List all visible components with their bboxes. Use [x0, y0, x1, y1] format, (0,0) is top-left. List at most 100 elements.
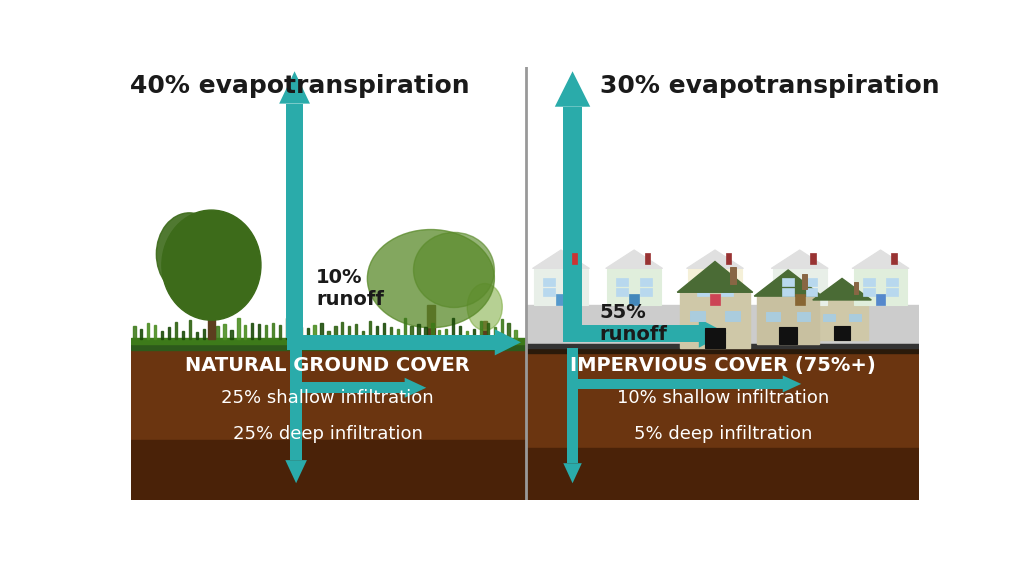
Bar	[835, 326, 850, 340]
Ellipse shape	[368, 229, 495, 328]
Bar	[563, 325, 698, 342]
Bar	[563, 302, 582, 333]
Bar	[452, 318, 455, 339]
Bar	[543, 278, 555, 286]
Polygon shape	[771, 250, 828, 269]
Bar	[258, 324, 260, 339]
Bar	[779, 327, 798, 344]
Bar	[244, 325, 247, 339]
Bar	[313, 325, 315, 339]
Bar	[328, 331, 330, 339]
Bar	[630, 294, 639, 305]
Bar	[168, 327, 170, 339]
Text: 25% shallow infiltration: 25% shallow infiltration	[221, 388, 434, 406]
Polygon shape	[852, 250, 909, 269]
Bar	[140, 329, 142, 339]
Polygon shape	[755, 270, 822, 296]
Bar	[175, 321, 177, 339]
Bar	[396, 329, 399, 339]
Polygon shape	[286, 460, 307, 483]
Text: 10% shallow infiltration: 10% shallow infiltration	[616, 388, 828, 406]
Bar	[223, 324, 225, 339]
Text: 30% evapotranspiration: 30% evapotranspiration	[600, 74, 940, 98]
Bar	[403, 318, 406, 339]
Bar	[480, 321, 482, 339]
Bar	[279, 325, 282, 339]
Bar	[726, 253, 731, 264]
Bar	[556, 294, 566, 305]
Text: IMPERVIOUS COVER (75%+): IMPERVIOUS COVER (75%+)	[569, 356, 876, 375]
Bar	[486, 323, 489, 339]
Bar	[607, 269, 662, 305]
Polygon shape	[782, 375, 801, 392]
Bar	[782, 288, 794, 296]
Bar	[431, 323, 433, 339]
Bar	[563, 107, 583, 302]
Bar	[782, 278, 794, 286]
Bar	[376, 326, 378, 339]
Bar	[287, 334, 495, 350]
Bar	[526, 344, 920, 348]
Bar	[369, 321, 371, 339]
Bar	[710, 294, 720, 305]
Text: 25% deep infiltration: 25% deep infiltration	[232, 425, 423, 443]
Bar	[567, 288, 579, 296]
Bar	[445, 329, 447, 339]
Bar	[526, 347, 920, 500]
Bar	[863, 288, 874, 296]
Bar	[131, 67, 524, 350]
Bar	[321, 323, 323, 339]
Bar	[802, 274, 807, 289]
Bar	[483, 321, 486, 339]
Bar	[854, 269, 907, 305]
Bar	[466, 332, 468, 339]
Polygon shape	[495, 329, 521, 355]
Bar	[286, 319, 288, 339]
Bar	[810, 253, 816, 264]
Bar	[188, 320, 191, 339]
Bar	[680, 292, 750, 348]
Bar	[133, 327, 135, 339]
Bar	[230, 330, 232, 339]
Bar	[697, 278, 709, 286]
Bar	[616, 278, 628, 286]
Bar	[300, 327, 302, 339]
Bar	[543, 288, 555, 296]
Bar	[758, 296, 819, 344]
Bar	[208, 293, 215, 339]
Ellipse shape	[467, 283, 503, 330]
Bar	[567, 348, 578, 384]
Bar	[355, 324, 357, 339]
Bar	[271, 323, 274, 339]
Bar	[730, 267, 736, 284]
Bar	[526, 344, 920, 350]
Polygon shape	[677, 261, 753, 292]
Bar	[238, 318, 240, 339]
Bar	[131, 346, 524, 500]
Bar	[567, 278, 579, 286]
Polygon shape	[563, 463, 582, 483]
Text: 55%
runoff: 55% runoff	[599, 302, 668, 343]
Bar	[473, 329, 475, 339]
Polygon shape	[555, 71, 590, 107]
Ellipse shape	[201, 238, 255, 303]
Bar	[795, 294, 805, 305]
Bar	[251, 323, 253, 339]
Bar	[265, 325, 267, 339]
Bar	[526, 67, 920, 307]
Text: 10%
runoff: 10% runoff	[316, 268, 384, 309]
Bar	[216, 325, 219, 339]
Bar	[508, 323, 510, 339]
Bar	[210, 323, 212, 339]
Bar	[816, 300, 868, 340]
Bar	[688, 269, 742, 305]
Bar	[766, 312, 779, 321]
Bar	[131, 339, 524, 350]
Text: 40% evapotranspiration: 40% evapotranspiration	[130, 74, 470, 98]
Text: NATURAL GROUND COVER: NATURAL GROUND COVER	[185, 356, 470, 375]
Bar	[161, 331, 163, 339]
Bar	[863, 278, 874, 286]
Bar	[526, 348, 920, 353]
Bar	[705, 328, 725, 348]
Polygon shape	[813, 278, 871, 300]
